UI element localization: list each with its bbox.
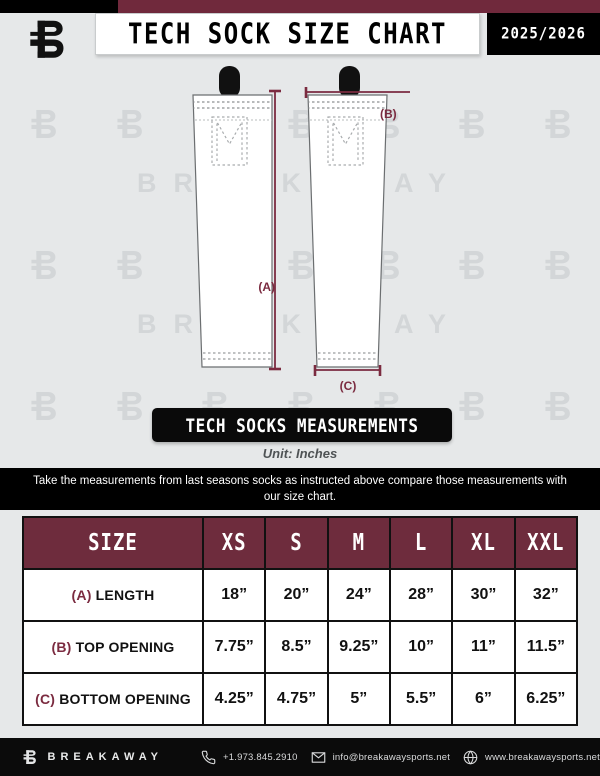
row-label-length: (A) LENGTH bbox=[22, 568, 204, 622]
measure-line-length bbox=[269, 89, 281, 371]
column-header-label: SIZE bbox=[88, 529, 138, 557]
cell-length-s: 20” bbox=[264, 568, 329, 622]
top-color-bar bbox=[0, 0, 600, 13]
footer-website-text: www.breakawaysports.net bbox=[485, 751, 600, 763]
measurements-banner: TECH SOCKS MEASUREMENTS bbox=[152, 408, 452, 442]
cell-bottom-opening-m: 5” bbox=[326, 672, 391, 726]
row-tag: (B) bbox=[51, 639, 72, 655]
envelope-icon bbox=[311, 751, 325, 763]
top-bar-maroon-segment bbox=[118, 0, 600, 13]
sock-top-tab-icon bbox=[219, 66, 240, 98]
cell-length-xs: 18” bbox=[201, 568, 267, 622]
page-header: TECH SOCK SIZE CHART 2025/2026 bbox=[0, 13, 600, 61]
row-label-text: TOP OPENING bbox=[71, 639, 175, 655]
column-header-xxl: XXL bbox=[513, 516, 579, 570]
cell-length-l: 28” bbox=[388, 568, 454, 622]
measure-line-bottom-opening bbox=[313, 365, 382, 376]
cell-top-opening-l: 10” bbox=[388, 620, 454, 674]
row-tag: (A) bbox=[71, 587, 92, 603]
season-year-badge: 2025/2026 bbox=[487, 13, 600, 55]
footer-email-text: info@breakawaysports.net bbox=[332, 751, 451, 763]
globe-icon bbox=[463, 750, 478, 764]
phone-icon bbox=[201, 750, 216, 764]
footer-website-item[interactable]: www.breakawaysports.net bbox=[463, 750, 600, 765]
cell-bottom-opening-xxl: 6.25” bbox=[513, 672, 579, 726]
instructions-band: Take the measurements from last seasons … bbox=[0, 468, 600, 510]
measurements-banner-title: TECH SOCKS MEASUREMENTS bbox=[185, 413, 419, 437]
row-label-top-opening: (B) TOP OPENING bbox=[22, 620, 204, 674]
page-title: TECH SOCK SIZE CHART bbox=[128, 17, 447, 51]
table-row: (A) LENGTH 18” 20” 24” 28” 30” 32” bbox=[22, 568, 579, 622]
cell-top-opening-xl: 11” bbox=[451, 620, 516, 674]
column-header-xl: XL bbox=[451, 516, 516, 570]
column-header-label: XS bbox=[221, 529, 247, 557]
cell-length-xl: 30” bbox=[451, 568, 516, 622]
sock-logo-placement-outline-right bbox=[327, 116, 364, 166]
row-tag: (C) bbox=[35, 691, 56, 707]
cell-top-opening-s: 8.5” bbox=[264, 620, 329, 674]
sock-top-tab-icon bbox=[339, 66, 360, 98]
table-row: (C) BOTTOM OPENING 4.25” 4.75” 5” 5.5” 6… bbox=[22, 672, 579, 726]
sock-outline-left bbox=[192, 94, 273, 368]
footer-brand-name: BREAKAWAY bbox=[47, 751, 164, 763]
measure-label-top-opening: (B) bbox=[380, 107, 397, 121]
cell-top-opening-xxl: 11.5” bbox=[513, 620, 579, 674]
footer-email-item[interactable]: info@breakawaysports.net bbox=[311, 750, 450, 765]
cell-length-m: 24” bbox=[326, 568, 391, 622]
measure-line-top-opening bbox=[304, 87, 410, 98]
cell-bottom-opening-s: 4.75” bbox=[264, 672, 329, 726]
footer-phone-text: +1.973.845.2910 bbox=[223, 751, 298, 763]
season-year-label: 2025/2026 bbox=[501, 24, 586, 44]
breakaway-b-logo-icon bbox=[23, 750, 36, 764]
cell-top-opening-m: 9.25” bbox=[326, 620, 391, 674]
unit-label: Unit: Inches bbox=[262, 446, 338, 461]
row-label-text: BOTTOM OPENING bbox=[55, 691, 191, 707]
page-footer: BREAKAWAY +1.973.845.2910 info@breakaway… bbox=[0, 738, 600, 776]
footer-contact-list: +1.973.845.2910 info@breakawaysports.net… bbox=[201, 750, 600, 765]
cell-bottom-opening-xs: 4.25” bbox=[201, 672, 267, 726]
size-table: SIZE XS S M L XL XXL (A) LENGTH 18” 20” … bbox=[22, 516, 579, 726]
column-header-xs: XS bbox=[201, 516, 267, 570]
cell-length-xxl: 32” bbox=[513, 568, 579, 622]
row-label-text: LENGTH bbox=[91, 587, 155, 603]
column-header-label: S bbox=[290, 529, 303, 557]
column-header-s: S bbox=[264, 516, 329, 570]
column-header-label: M bbox=[352, 529, 366, 557]
cell-bottom-opening-l: 5.5” bbox=[388, 672, 454, 726]
column-header-label: XXL bbox=[527, 529, 565, 557]
page-title-plate: TECH SOCK SIZE CHART bbox=[95, 13, 480, 55]
sock-bottom-hem-left bbox=[203, 352, 271, 360]
row-label-bottom-opening: (C) BOTTOM OPENING bbox=[22, 672, 204, 726]
column-header-l: L bbox=[388, 516, 454, 570]
cell-top-opening-xs: 7.75” bbox=[201, 620, 267, 674]
column-header-m: M bbox=[326, 516, 391, 570]
size-table-wrapper: SIZE XS S M L XL XXL (A) LENGTH 18” 20” … bbox=[22, 516, 579, 726]
sock-cuff-stitching-left bbox=[193, 101, 272, 121]
measure-label-bottom-opening: (C) bbox=[340, 379, 357, 393]
table-row: (B) TOP OPENING 7.75” 8.5” 9.25” 10” 11”… bbox=[22, 620, 579, 674]
measure-label-length: (A) bbox=[258, 280, 275, 294]
breakaway-b-logo-icon bbox=[30, 20, 64, 58]
column-header-label: XL bbox=[471, 529, 496, 557]
size-table-header-row: SIZE XS S M L XL XXL bbox=[22, 516, 579, 570]
sock-measurement-diagram: (A) bbox=[192, 66, 410, 393]
column-header-size: SIZE bbox=[22, 516, 204, 570]
column-header-label: L bbox=[414, 529, 428, 557]
footer-phone-item[interactable]: +1.973.845.2910 bbox=[201, 750, 298, 765]
cell-bottom-opening-xl: 6” bbox=[451, 672, 516, 726]
sock-outline-right bbox=[307, 94, 388, 368]
top-bar-black-segment bbox=[0, 0, 118, 13]
